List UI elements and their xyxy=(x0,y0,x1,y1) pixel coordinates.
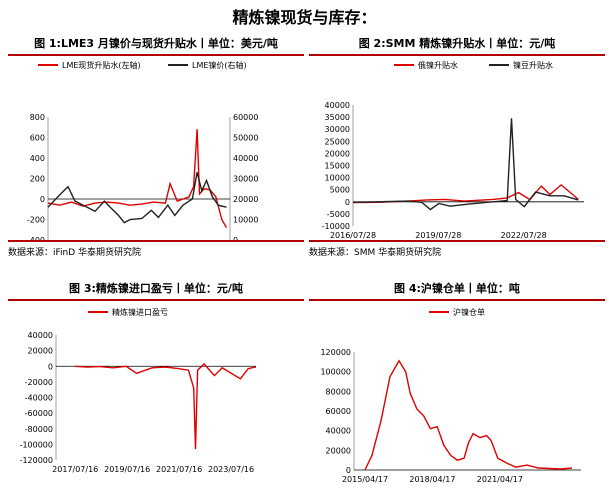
y-tick-label: 10000 xyxy=(325,174,350,183)
chart-panel-3: 图 3:精炼镍进口盈亏丨单位：元/吨 40000 20000 0 -20000 -400… xyxy=(8,280,304,485)
chart-1-source: 数据来源：iFinD 华泰期货研究院 xyxy=(8,240,304,258)
y-tick-label: -40000 xyxy=(25,394,53,403)
chart-4-plot: 120000 100000 80000 60000 40000 20000 02015/04… xyxy=(320,307,581,484)
y-right-tick-label: 50000 xyxy=(233,134,258,143)
legend-label: 镍豆升贴水 xyxy=(513,60,553,70)
y-tick-label: 800 xyxy=(30,113,45,122)
y-tick-label: 0 xyxy=(346,466,351,475)
y-tick-label: -10000 xyxy=(322,222,350,231)
legend-label: 沪镍仓单 xyxy=(453,307,485,317)
legend-label: 俄镍升贴水 xyxy=(418,60,458,70)
chart-panel-1: 图 1:LME3 月镍价与现货升贴水丨单位：美元/吨 800 600 400 200 0… xyxy=(8,35,304,258)
y-tick-label: 40000 xyxy=(28,331,53,340)
y-tick-label: -100000 xyxy=(20,440,53,449)
y-tick-label: 400 xyxy=(30,154,45,163)
x-tick-label: 2022/07/28 xyxy=(501,231,547,240)
chart-3-plot: 40000 20000 0 -20000 -40000 -60000 -80000 -1000… xyxy=(20,307,257,474)
x-tick-label: 2017/07/16 xyxy=(52,465,98,474)
x-tick-label: 2018/04/17 xyxy=(409,475,455,484)
y-tick-label: 40000 xyxy=(325,101,350,110)
y-tick-label: 20000 xyxy=(325,149,350,158)
legend-label: LME现货升贴水(左轴) xyxy=(62,60,141,70)
y-tick-label: -400 xyxy=(27,236,45,240)
chart-1-title: 图 1:LME3 月镍价与现货升贴水丨单位：美元/吨 xyxy=(8,35,304,56)
y-right-tick-label: 60000 xyxy=(233,113,258,122)
y-tick-label: -80000 xyxy=(25,425,53,434)
series-line xyxy=(352,118,579,211)
x-tick-label: 2016/07/28 xyxy=(330,231,376,240)
y-tick-label: 25000 xyxy=(325,137,350,146)
y-tick-label: 200 xyxy=(30,175,45,184)
y-tick-label: 0 xyxy=(345,198,350,207)
chart-1-plot: 800 600 400 200 0 -200 -400 60000 50000 40000 3000… xyxy=(27,60,258,240)
y-tick-label: -5000 xyxy=(327,210,350,219)
y-right-tick-label: 0 xyxy=(233,236,238,240)
series-line xyxy=(47,172,227,224)
series-line xyxy=(364,359,573,471)
legend-label: LME镍价(右轴) xyxy=(192,60,247,70)
y-right-tick-label: 40000 xyxy=(233,154,258,163)
y-tick-label: 20000 xyxy=(28,347,53,356)
y-tick-label: 0 xyxy=(40,195,45,204)
y-right-tick-label: 30000 xyxy=(233,175,258,184)
y-tick-label: 80000 xyxy=(326,387,351,396)
chart-2-source: 数据来源：SMM 华泰期货研究院 xyxy=(309,240,605,258)
y-tick-label: 0 xyxy=(48,362,53,371)
y-right-tick-label: 20000 xyxy=(233,195,258,204)
y-tick-label: 40000 xyxy=(326,427,351,436)
x-tick-label: 2019/07/16 xyxy=(104,465,150,474)
x-tick-label: 2021/04/17 xyxy=(477,475,523,484)
chart-3-title: 图 3:精炼镍进口盈亏丨单位：元/吨 xyxy=(8,280,304,301)
y-tick-label: 100000 xyxy=(320,368,351,377)
y-tick-label: -120000 xyxy=(20,456,53,465)
y-tick-label: 35000 xyxy=(325,113,350,122)
legend-label: 精炼镍进口盈亏 xyxy=(112,307,168,317)
y-right-tick-label: 10000 xyxy=(233,216,258,225)
y-tick-label: 15000 xyxy=(325,162,350,171)
y-tick-label: -200 xyxy=(27,216,45,225)
series-line xyxy=(75,362,257,450)
y-tick-label: -60000 xyxy=(25,409,53,418)
series-line xyxy=(47,129,228,229)
x-tick-label: 2015/04/17 xyxy=(342,475,388,484)
x-tick-label: 2019/07/28 xyxy=(415,231,461,240)
chart-4-title: 图 4:沪镍仓单丨单位：吨 xyxy=(309,280,605,301)
y-tick-label: 30000 xyxy=(325,125,350,134)
chart-panel-4: 图 4:沪镍仓单丨单位：吨 120000 100000 80000 60000 4000… xyxy=(309,280,605,485)
y-tick-label: 60000 xyxy=(326,407,351,416)
y-tick-label: 5000 xyxy=(330,186,350,195)
x-tick-label: 2021/07/16 xyxy=(156,465,202,474)
y-tick-label: -20000 xyxy=(25,378,53,387)
x-tick-label: 2023/07/16 xyxy=(208,465,254,474)
page-title: 精炼镍现货与库存： xyxy=(232,8,377,27)
chart-2-plot: 40000 35000 30000 25000 20000 15000 10000 5000 0… xyxy=(322,60,584,240)
y-tick-label: 20000 xyxy=(326,446,351,455)
chart-panel-2: 图 2:SMM 精炼镍升贴水丨单位：元/吨 40000 35000 30000 250… xyxy=(309,35,605,258)
y-tick-label: 120000 xyxy=(320,348,351,357)
y-tick-label: 600 xyxy=(30,134,45,143)
chart-2-title: 图 2:SMM 精炼镍升贴水丨单位：元/吨 xyxy=(309,35,605,56)
